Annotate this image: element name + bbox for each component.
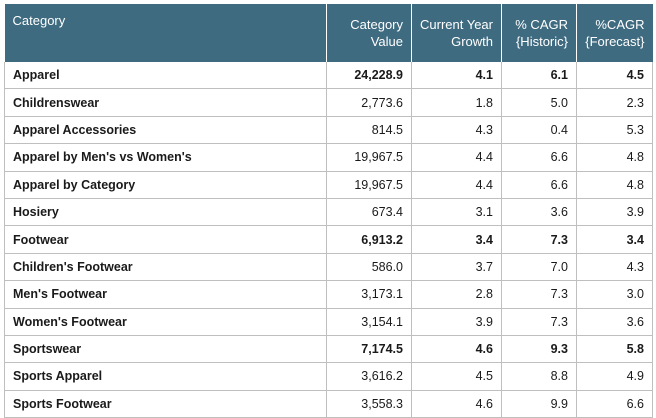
cell-cagr-historic: 7.3 [501, 280, 577, 309]
header-cagr-forecast-line: {Forecast} [585, 34, 645, 49]
cell-category: Childrenswear [4, 88, 327, 117]
cell-category-value: 24,228.9 [326, 62, 412, 90]
cell-current-year-growth: 4.1 [411, 62, 502, 90]
cell-category-value: 6,913.2 [326, 225, 412, 254]
cell-cagr-historic: 6.6 [501, 143, 577, 172]
cell-cagr-forecast: 4.9 [576, 362, 653, 391]
cell-category: Apparel by Men's vs Women's [4, 143, 327, 172]
header-category-value-line: Category [350, 17, 403, 32]
cell-cagr-forecast: 4.5 [576, 62, 653, 90]
cell-category-value: 3,154.1 [326, 308, 412, 336]
cell-cagr-historic: 5.0 [501, 88, 577, 117]
data-table-container: Category Category Value Current Year Growth%… [4, 4, 653, 418]
cell-category: Apparel Accessories [4, 116, 327, 145]
table-row: Men's Footwear 3,173.1 2.8 7.3 3.0 [4, 280, 653, 309]
cell-cagr-forecast: 2.3 [576, 88, 653, 117]
table-row: Women's Footwear 3,154.1 3.9 7.3 3.6 [4, 308, 653, 336]
cell-current-year-growth: 1.8 [411, 88, 502, 117]
cell-cagr-forecast: 5.3 [576, 116, 653, 145]
cell-category: Apparel [4, 62, 327, 90]
cell-cagr-forecast: 3.9 [576, 198, 653, 227]
header-cagr-historic-line: {Historic} [515, 34, 568, 49]
cell-category: Sports Footwear [4, 390, 327, 418]
table-row: Sportswear 7,174.5 4.6 9.3 5.8 [4, 335, 653, 364]
cell-category: Hosiery [4, 198, 327, 227]
cell-current-year-growth: 3.9 [411, 308, 502, 336]
header-cagr-historic: % CAGR {Historic} [501, 4, 577, 62]
table-body: Apparel 24,228.9 4.1 6.1 4.5 Childrenswear 2,7… [4, 62, 653, 418]
cell-current-year-growth: 3.7 [411, 253, 502, 282]
cell-cagr-historic: 6.6 [501, 171, 577, 199]
header-cagr-historic-line: % CAGR [515, 17, 568, 32]
table-row: Childrenswear 2,773.6 1.8 5.0 2.3 [4, 88, 653, 117]
cell-cagr-historic: 9.3 [501, 335, 577, 364]
cell-cagr-forecast: 3.4 [576, 225, 653, 254]
cell-current-year-growth: 4.4 [411, 171, 502, 199]
cell-cagr-historic: 3.6 [501, 198, 577, 227]
table-row: Sports Footwear 3,558.3 4.6 9.9 6.6 [4, 390, 653, 418]
cell-category: Footwear [4, 225, 327, 254]
cell-category: Sports Apparel [4, 362, 327, 391]
cell-category-value: 3,616.2 [326, 362, 412, 391]
cell-cagr-historic: 0.4 [501, 116, 577, 145]
cell-cagr-forecast: 5.8 [576, 335, 653, 364]
table-row: Hosiery 673.4 3.1 3.6 3.9 [4, 198, 653, 227]
cell-category-value: 19,967.5 [326, 143, 412, 172]
header-category-value: Category Value [326, 4, 412, 62]
cell-current-year-growth: 4.3 [411, 116, 502, 145]
cell-category-value: 7,174.5 [326, 335, 412, 364]
header-current-year-growth-line: Current Year [420, 17, 493, 32]
table-row: Children's Footwear 586.0 3.7 7.0 4.3 [4, 253, 653, 282]
cell-cagr-forecast: 4.3 [576, 253, 653, 282]
cell-cagr-historic: 8.8 [501, 362, 577, 391]
table-header-row: Category Category Value Current Year Growth%… [4, 4, 653, 62]
cell-category-value: 586.0 [326, 253, 412, 282]
header-cagr-forecast-line: %CAGR [595, 17, 645, 32]
cell-category-value: 3,558.3 [326, 390, 412, 418]
cell-cagr-historic: 6.1 [501, 62, 577, 90]
header-category-value-line: Value [370, 34, 403, 49]
cell-cagr-historic: 7.3 [501, 308, 577, 336]
cell-current-year-growth: 4.6 [411, 335, 502, 364]
cell-cagr-forecast: 3.0 [576, 280, 653, 309]
cell-cagr-forecast: 4.8 [576, 171, 653, 199]
cell-cagr-historic: 7.0 [501, 253, 577, 282]
cell-cagr-forecast: 6.6 [576, 390, 653, 418]
cell-current-year-growth: 4.5 [411, 362, 502, 391]
cell-category: Apparel by Category [4, 171, 327, 199]
cell-cagr-historic: 9.9 [501, 390, 577, 418]
table-row: Apparel by Category 19,967.5 4.4 6.6 4.8 [4, 171, 653, 199]
cell-category: Men's Footwear [4, 280, 327, 309]
cell-category-value: 19,967.5 [326, 171, 412, 199]
table-row: Apparel by Men's vs Women's 19,967.5 4.4 6.… [4, 143, 653, 172]
cell-category: Children's Footwear [4, 253, 327, 282]
cell-category-value: 3,173.1 [326, 280, 412, 309]
cell-category: Sportswear [4, 335, 327, 364]
cell-cagr-forecast: 4.8 [576, 143, 653, 172]
table-row: Footwear 6,913.2 3.4 7.3 3.4 [4, 225, 653, 254]
cell-cagr-historic: 7.3 [501, 225, 577, 254]
header-category-line: Category [12, 13, 66, 28]
cell-cagr-forecast: 3.6 [576, 308, 653, 336]
cell-category-value: 673.4 [326, 198, 412, 227]
header-current-year-growth-line: Growth [451, 34, 493, 49]
cell-current-year-growth: 4.4 [411, 143, 502, 172]
cell-current-year-growth: 4.6 [411, 390, 502, 418]
table-row: Apparel 24,228.9 4.1 6.1 4.5 [4, 62, 653, 90]
header-category: Category [4, 4, 327, 62]
cell-current-year-growth: 3.1 [411, 198, 502, 227]
header-cagr-forecast: %CAGR {Forecast} [576, 4, 653, 62]
header-current-year-growth: Current Year Growth [411, 4, 502, 62]
cell-category: Women's Footwear [4, 308, 327, 336]
cell-category-value: 2,773.6 [326, 88, 412, 117]
table-row: Sports Apparel 3,616.2 4.5 8.8 4.9 [4, 362, 653, 391]
cell-current-year-growth: 2.8 [411, 280, 502, 309]
cell-category-value: 814.5 [326, 116, 412, 145]
table-row: Apparel Accessories 814.5 4.3 0.4 5.3 [4, 116, 653, 145]
cell-current-year-growth: 3.4 [411, 225, 502, 254]
category-table: Category Category Value Current Year Growth%… [4, 4, 653, 418]
